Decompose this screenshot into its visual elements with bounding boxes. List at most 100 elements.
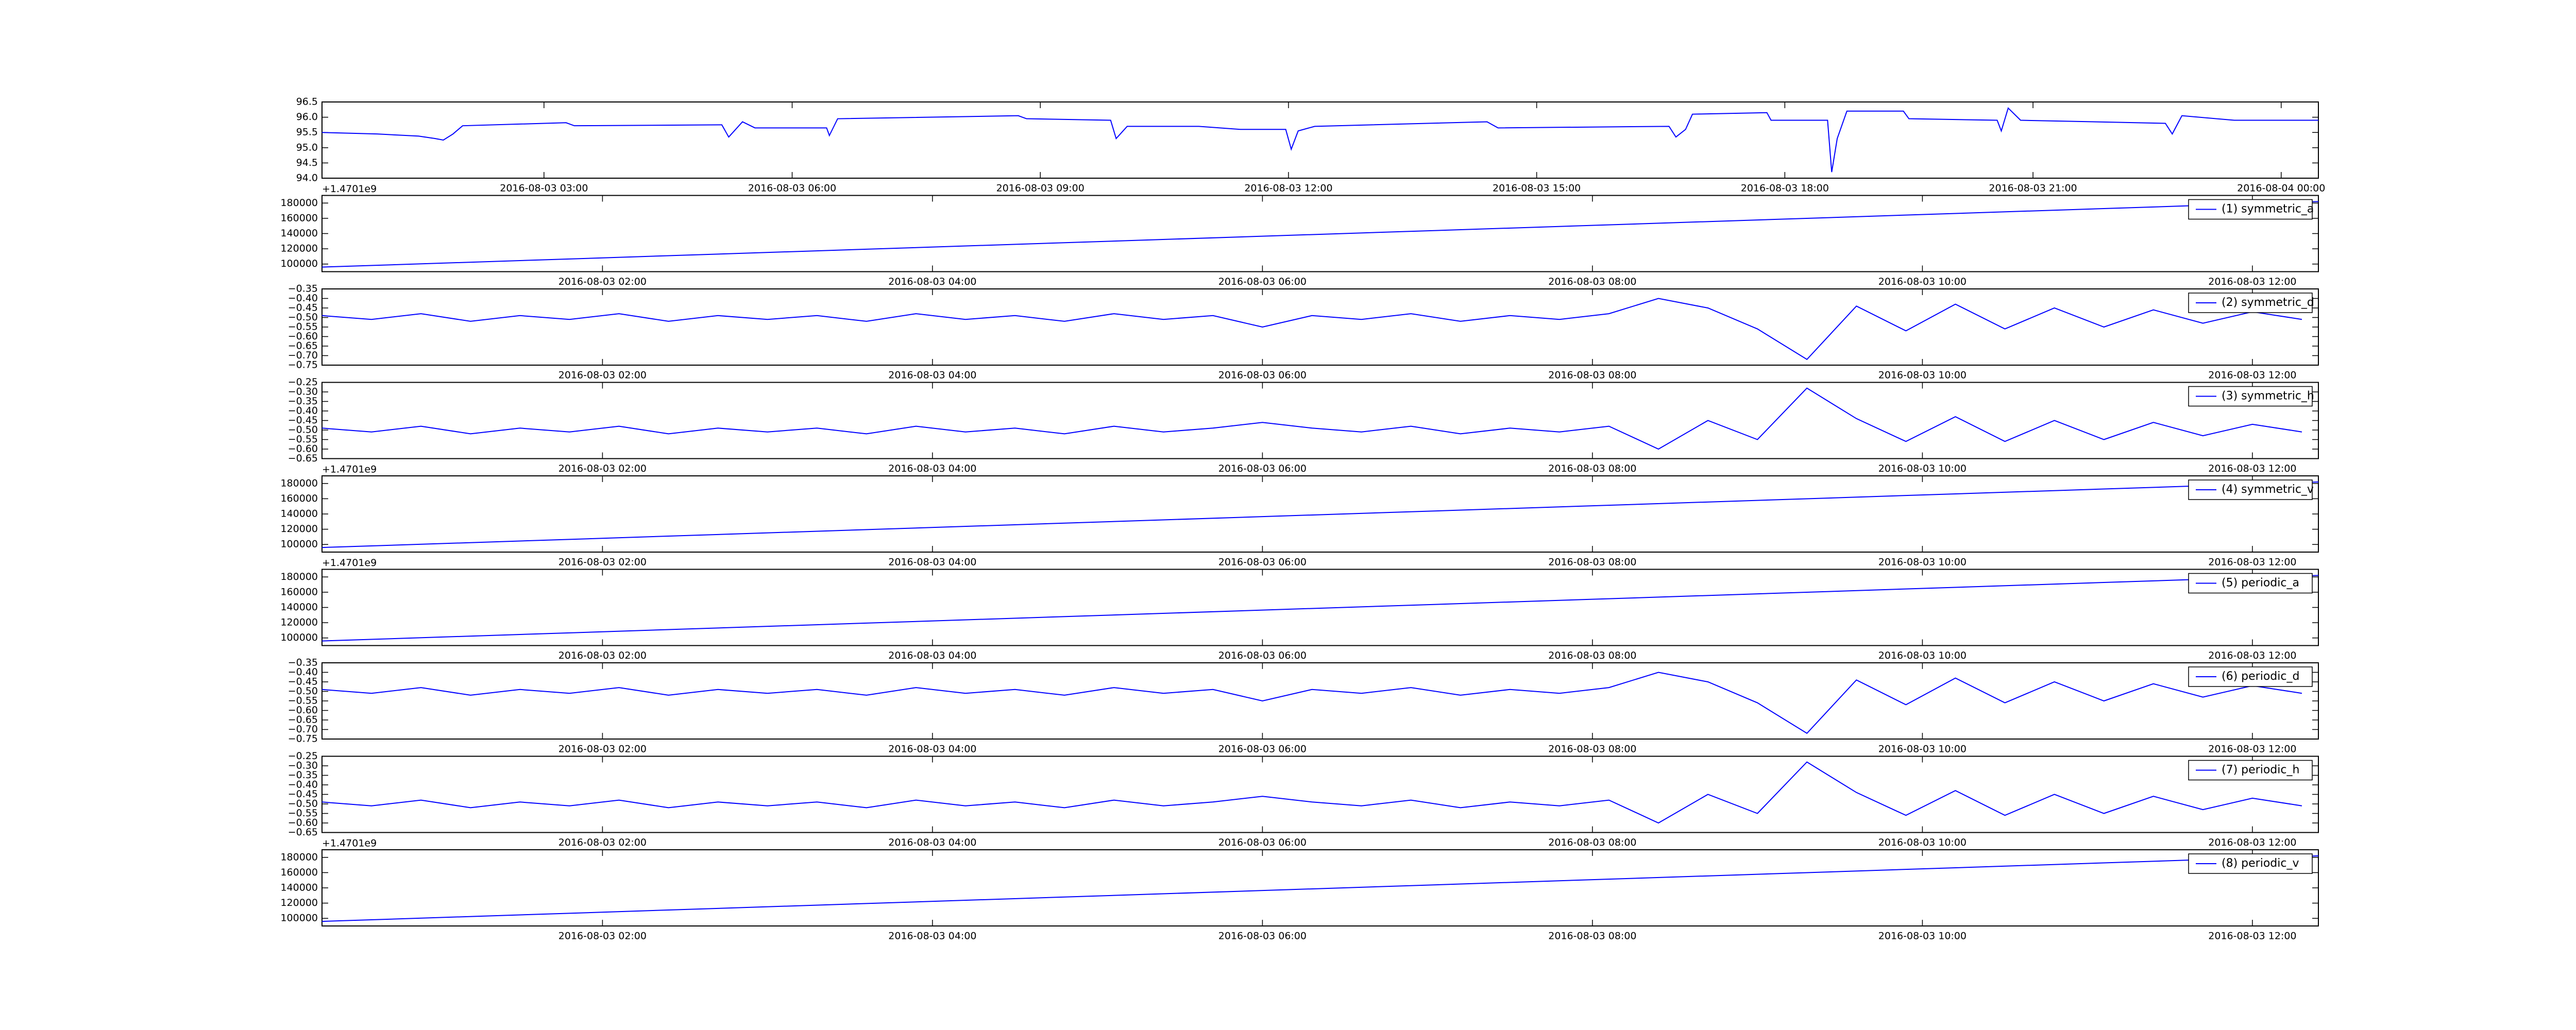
legend-label: (1) symmetric_a bbox=[2222, 203, 2314, 216]
y-tick-label: 180000 bbox=[280, 571, 318, 582]
legend-label: (3) symmetric_h bbox=[2222, 390, 2314, 403]
x-tick-label: 2016-08-03 06:00 bbox=[1218, 837, 1307, 848]
y-tick-label: −0.35 bbox=[288, 657, 318, 668]
y-offset-label: +1.4701e9 bbox=[322, 464, 377, 475]
y-tick-label: 120000 bbox=[280, 523, 318, 535]
x-tick-label: 2016-08-03 04:00 bbox=[888, 463, 976, 474]
y-tick-label: −0.65 bbox=[288, 827, 318, 838]
y-tick-label: −0.35 bbox=[288, 769, 318, 781]
x-tick-label: 2016-08-03 12:00 bbox=[1244, 183, 1332, 194]
y-tick-label: 120000 bbox=[280, 897, 318, 908]
y-tick-label: −0.55 bbox=[288, 434, 318, 445]
x-tick-label: 2016-08-03 12:00 bbox=[2208, 370, 2296, 381]
legend-label: (7) periodic_h bbox=[2222, 764, 2299, 777]
y-tick-label: −0.60 bbox=[288, 817, 318, 829]
y-tick-label: 100000 bbox=[280, 913, 318, 924]
y-tick-label: −0.45 bbox=[288, 676, 318, 688]
y-tick-label: 180000 bbox=[280, 851, 318, 863]
x-tick-label: 2016-08-03 12:00 bbox=[2208, 650, 2296, 661]
x-tick-label: 2016-08-03 10:00 bbox=[1878, 650, 1967, 661]
x-tick-label: 2016-08-03 04:00 bbox=[888, 370, 976, 381]
x-tick-label: 2016-08-03 12:00 bbox=[2208, 837, 2296, 848]
x-tick-label: 2016-08-03 10:00 bbox=[1878, 744, 1967, 755]
x-tick-label: 2016-08-03 12:00 bbox=[2208, 931, 2296, 942]
y-tick-label: −0.50 bbox=[288, 424, 318, 436]
legend-label: (6) periodic_d bbox=[2222, 670, 2299, 683]
x-tick-label: 2016-08-03 10:00 bbox=[1878, 276, 1967, 287]
y-tick-label: −0.40 bbox=[288, 293, 318, 304]
plot-frame bbox=[321, 475, 2319, 553]
y-tick-label: 95.0 bbox=[296, 142, 318, 153]
y-tick-label: −0.70 bbox=[288, 724, 318, 735]
x-tick-label: 2016-08-03 08:00 bbox=[1548, 744, 1636, 755]
plot-frame bbox=[321, 382, 2319, 459]
x-tick-label: 2016-08-03 04:00 bbox=[888, 650, 976, 661]
y-tick-label: −0.65 bbox=[288, 340, 318, 352]
legend-box bbox=[2188, 386, 2313, 407]
plot-frame bbox=[321, 569, 2319, 646]
x-tick-label: 2016-08-03 12:00 bbox=[2208, 276, 2296, 287]
y-tick-label: −0.60 bbox=[288, 705, 318, 716]
x-tick-label: 2016-08-03 10:00 bbox=[1878, 370, 1967, 381]
y-offset-label: +1.4701e9 bbox=[322, 557, 377, 569]
plot-frame bbox=[321, 756, 2319, 833]
y-tick-label: −0.40 bbox=[288, 666, 318, 678]
x-tick-label: 2016-08-03 10:00 bbox=[1878, 557, 1967, 568]
y-tick-label: −0.45 bbox=[288, 415, 318, 426]
y-tick-label: 100000 bbox=[280, 632, 318, 643]
y-tick-label: 120000 bbox=[280, 617, 318, 628]
x-tick-label: 2016-08-03 02:00 bbox=[558, 557, 647, 568]
y-tick-label: −0.35 bbox=[288, 396, 318, 407]
x-tick-label: 2016-08-03 06:00 bbox=[1218, 276, 1307, 287]
x-tick-label: 2016-08-03 18:00 bbox=[1741, 183, 1829, 194]
y-tick-label: 160000 bbox=[280, 493, 318, 504]
y-tick-label: −0.75 bbox=[288, 733, 318, 745]
y-tick-label: −0.65 bbox=[288, 453, 318, 464]
y-tick-label: 180000 bbox=[280, 197, 318, 209]
x-tick-label: 2016-08-03 06:00 bbox=[1218, 650, 1307, 661]
x-tick-label: 2016-08-03 02:00 bbox=[558, 463, 647, 474]
x-tick-label: 2016-08-03 10:00 bbox=[1878, 463, 1967, 474]
y-tick-label: −0.60 bbox=[288, 443, 318, 455]
x-tick-label: 2016-08-03 08:00 bbox=[1548, 557, 1636, 568]
plot-frame bbox=[321, 195, 2319, 272]
x-tick-label: 2016-08-03 10:00 bbox=[1878, 837, 1967, 848]
x-tick-label: 2016-08-03 02:00 bbox=[558, 370, 647, 381]
plot-frame bbox=[321, 662, 2319, 740]
y-tick-label: 140000 bbox=[280, 228, 318, 239]
legend-label: (4) symmetric_v bbox=[2222, 483, 2314, 496]
x-tick-label: 2016-08-03 04:00 bbox=[888, 557, 976, 568]
x-tick-label: 2016-08-03 06:00 bbox=[1218, 557, 1307, 568]
y-tick-label: 120000 bbox=[280, 243, 318, 254]
series-line bbox=[321, 298, 2302, 360]
x-tick-label: 2016-08-03 12:00 bbox=[2208, 463, 2296, 474]
y-offset-label: +1.4701e9 bbox=[322, 183, 377, 195]
y-tick-label: −0.50 bbox=[288, 685, 318, 697]
y-tick-label: −0.30 bbox=[288, 760, 318, 771]
y-tick-label: 95.5 bbox=[296, 127, 318, 138]
y-tick-label: 180000 bbox=[280, 477, 318, 489]
y-tick-label: −0.25 bbox=[288, 376, 318, 388]
x-tick-label: 2016-08-03 06:00 bbox=[1218, 463, 1307, 474]
y-tick-label: −0.60 bbox=[288, 331, 318, 342]
x-tick-label: 2016-08-03 04:00 bbox=[888, 931, 976, 942]
y-tick-label: 140000 bbox=[280, 508, 318, 520]
x-tick-label: 2016-08-03 12:00 bbox=[2208, 557, 2296, 568]
y-tick-label: 160000 bbox=[280, 586, 318, 597]
x-tick-label: 2016-08-03 08:00 bbox=[1548, 931, 1636, 942]
legend-label: (5) periodic_a bbox=[2222, 577, 2299, 590]
series-line bbox=[321, 481, 2319, 548]
y-tick-label: −0.55 bbox=[288, 695, 318, 707]
y-tick-label: 94.0 bbox=[296, 173, 318, 184]
y-tick-label: 100000 bbox=[280, 258, 318, 269]
y-tick-label: 96.5 bbox=[296, 96, 318, 108]
y-tick-label: −0.25 bbox=[288, 750, 318, 762]
y-tick-label: −0.30 bbox=[288, 386, 318, 398]
x-tick-label: 2016-08-03 06:00 bbox=[1218, 370, 1307, 381]
plot-frame bbox=[321, 288, 2319, 366]
series-line bbox=[321, 761, 2302, 824]
x-tick-label: 2016-08-03 02:00 bbox=[558, 744, 647, 755]
plot-frame bbox=[321, 849, 2319, 926]
y-tick-label: −0.35 bbox=[288, 283, 318, 295]
